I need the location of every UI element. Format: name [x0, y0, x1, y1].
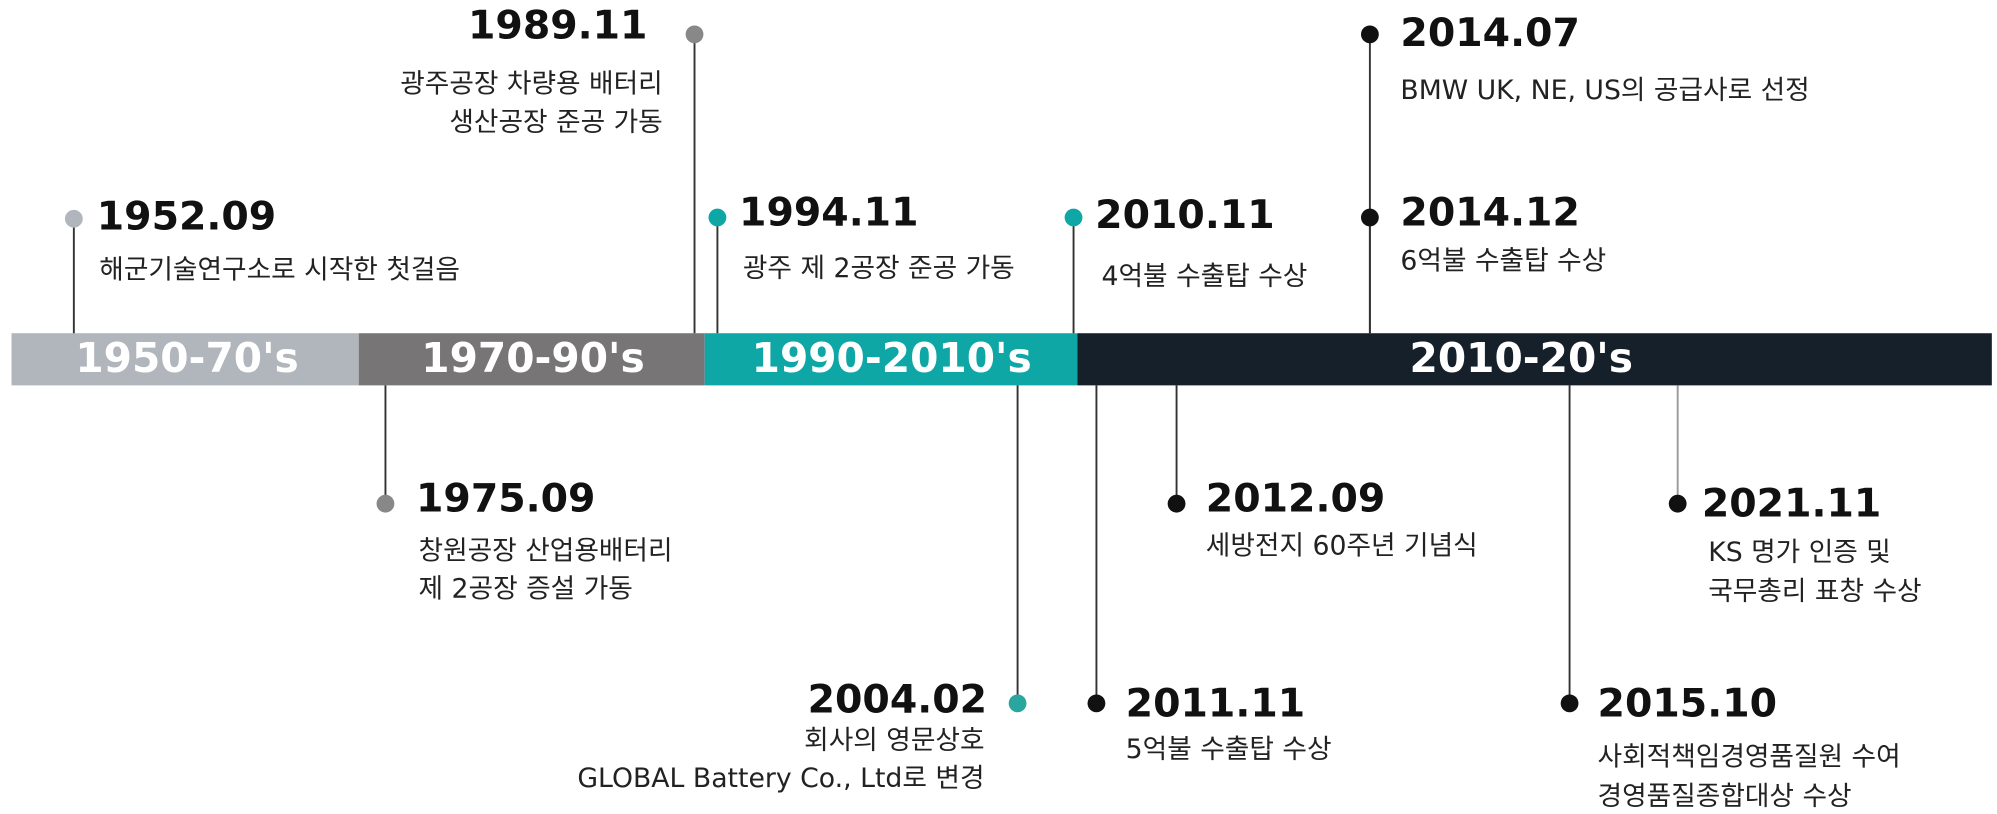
event-desc: KS 명가 인증 및 — [1708, 537, 1891, 568]
event-dot — [1064, 208, 1083, 227]
event-dot — [685, 25, 704, 44]
event-desc: 4억불 수출탑 수상 — [1102, 261, 1308, 292]
event-desc: 회사의 영문상호 — [804, 725, 984, 756]
event-date: 2012.09 — [1206, 476, 1385, 522]
event-dot — [1360, 208, 1379, 227]
event-dot — [376, 494, 395, 513]
event-dot — [1167, 494, 1186, 513]
event-dot — [1008, 694, 1027, 713]
event-date: 2014.12 — [1400, 189, 1579, 235]
event-desc: 6억불 수출탑 수상 — [1400, 246, 1606, 277]
event-desc: 국무총리 표창 수상 — [1708, 576, 1921, 607]
event-desc: 창원공장 산업용배터리 — [419, 535, 673, 566]
event-date: 2004.02 — [808, 677, 987, 723]
event-date: 1952.09 — [97, 193, 276, 239]
event-date: 2010.11 — [1095, 192, 1274, 238]
event-desc: BMW UK, NE, US의 공급사로 선정 — [1400, 75, 1809, 106]
event-date: 2021.11 — [1702, 481, 1881, 527]
event-desc: 사회적책임경영품질원 수여 — [1598, 742, 1901, 773]
era-band — [1077, 333, 1992, 386]
era-label: 1990-2010's — [752, 334, 1032, 382]
era-band — [358, 333, 705, 386]
event-date: 2014.07 — [1400, 10, 1579, 56]
event-dot — [708, 208, 727, 227]
event-date: 2015.10 — [1598, 680, 1777, 726]
event-dot — [64, 209, 83, 228]
event-desc: 해군기술연구소로 시작한 첫걸음 — [99, 254, 460, 285]
event-desc: 5억불 수출탑 수상 — [1126, 734, 1332, 765]
era-band — [704, 333, 1078, 386]
event-dot — [1360, 25, 1379, 44]
era-label: 1970-90's — [421, 334, 644, 382]
event-desc: 제 2공장 증설 가동 — [419, 574, 633, 605]
era-band — [11, 333, 359, 386]
event-dot — [1668, 494, 1687, 513]
event-date: 1975.09 — [416, 476, 595, 522]
event-dot — [1560, 694, 1579, 713]
event-date: 1994.11 — [739, 189, 918, 235]
event-desc: 광주공장 차량용 배터리 — [400, 69, 663, 100]
era-label: 2010-20's — [1410, 334, 1633, 382]
event-desc: 경영품질종합대상 수상 — [1598, 781, 1852, 812]
event-date: 2011.11 — [1126, 680, 1305, 726]
event-desc: 광주 제 2공장 준공 가동 — [743, 253, 1015, 284]
event-desc: 생산공장 준공 가동 — [449, 107, 662, 138]
era-label: 1950-70's — [75, 334, 298, 382]
event-dot — [1087, 694, 1106, 713]
event-desc: 세방전지 60주년 기념식 — [1206, 530, 1478, 561]
event-date: 1989.11 — [468, 2, 647, 48]
event-desc: GLOBAL Battery Co., Ltd로 변경 — [577, 763, 984, 794]
